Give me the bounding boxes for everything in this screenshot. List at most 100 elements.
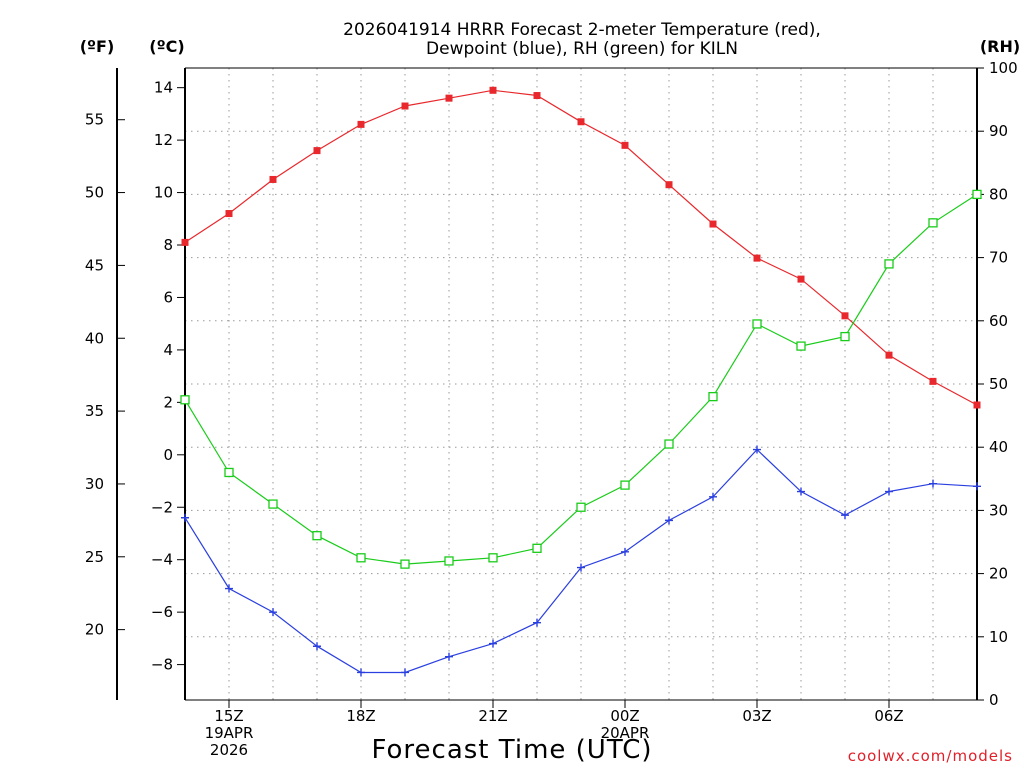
temperature-point (181, 238, 189, 246)
x-tick-label: 18Z (346, 707, 375, 725)
rh-unit-label: (RH) (980, 37, 1020, 56)
fahrenheit-tick-label: 50 (85, 184, 104, 202)
fahrenheit-tick-label: 20 (85, 621, 104, 639)
x-tick-label: 15Z (214, 707, 243, 725)
rh-point (356, 553, 366, 563)
series-temperature (181, 86, 981, 409)
celsius-tick-label: 4 (163, 341, 173, 359)
temperature-point (313, 147, 321, 155)
dewpoint-point (401, 668, 409, 677)
fahrenheit-tick-label: 35 (85, 402, 104, 420)
fahrenheit-tick-label: 40 (85, 329, 104, 347)
temperature-point (357, 120, 365, 128)
rh-tick-label: 60 (989, 312, 1008, 330)
dewpoint-point (665, 516, 673, 525)
temperature-point (973, 401, 981, 409)
fahrenheit-tick-label: 55 (85, 111, 104, 129)
rh-tick-label: 0 (989, 691, 999, 709)
rh-tick-label: 80 (989, 185, 1008, 203)
celsius-unit-label: (ºC) (149, 37, 184, 56)
series-dewpoint (181, 445, 981, 677)
x-tick-label: 03Z (742, 707, 771, 725)
fahrenheit-tick-label: 25 (85, 548, 104, 566)
celsius-tick-label: −4 (151, 551, 173, 569)
rh-point (488, 553, 498, 563)
x-tick-label: 20APR (601, 724, 650, 742)
temperature-point (445, 94, 453, 102)
temperature-point (929, 377, 937, 385)
celsius-tick-label: 10 (154, 184, 173, 202)
dewpoint-point (753, 445, 761, 454)
rh-point (928, 218, 938, 228)
data-series (180, 86, 982, 677)
chart-title-line1: 2026041914 HRRR Forecast 2-meter Tempera… (343, 20, 821, 40)
temperature-point (577, 118, 585, 126)
rh-point (532, 543, 542, 553)
celsius-tick-label: 12 (154, 131, 173, 149)
credit-text: coolwx.com/models (848, 747, 1013, 765)
temperature-point (401, 102, 409, 110)
rh-point (576, 502, 586, 512)
rh-point (620, 480, 630, 490)
dewpoint-point (357, 668, 365, 677)
celsius-tick-label: −2 (151, 498, 173, 516)
temperature-point (533, 92, 541, 100)
rh-point (884, 259, 894, 269)
rh-tick-label: 40 (989, 438, 1008, 456)
fahrenheit-tick-label: 45 (85, 256, 104, 274)
dewpoint-point (621, 547, 629, 556)
celsius-tick-label: 2 (163, 393, 173, 411)
dewpoint-point (797, 487, 805, 496)
celsius-tick-label: 0 (163, 446, 173, 464)
x-tick-label: 19APR (205, 724, 254, 742)
dewpoint-point (181, 513, 189, 522)
dewpoint-point (313, 642, 321, 651)
fahrenheit-tick-label: 30 (85, 475, 104, 493)
x-tick-label: 21Z (478, 707, 507, 725)
temperature-point (885, 351, 893, 359)
rh-tick-label: 20 (989, 565, 1008, 583)
x-tick-label: 2026 (210, 741, 248, 759)
dewpoint-point (841, 511, 849, 520)
temperature-point (225, 210, 233, 218)
chart-title-line2: Dewpoint (blue), RH (green) for KILN (426, 39, 738, 59)
x-tick-label: 06Z (874, 707, 903, 725)
dewpoint-point (709, 492, 717, 501)
rh-point (796, 341, 806, 351)
rh-tick-label: 50 (989, 375, 1008, 393)
series-rh (180, 189, 982, 569)
rh-point (224, 467, 234, 478)
celsius-tick-label: −8 (151, 656, 173, 674)
dewpoint-point (929, 479, 937, 488)
temperature-point (621, 141, 629, 149)
x-tick-label: 00Z (610, 707, 639, 725)
temperature-point (665, 181, 673, 189)
rh-tick-label: 30 (989, 501, 1008, 519)
rh-tick-label: 100 (989, 59, 1018, 77)
temperature-point (489, 86, 497, 94)
temperature-point (269, 175, 277, 183)
celsius-tick-label: −6 (151, 603, 173, 621)
rh-point (180, 395, 190, 405)
dewpoint-point (885, 487, 893, 496)
x-axis-label: Forecast Time (UTC) (371, 735, 652, 765)
celsius-tick-label: 8 (163, 236, 173, 254)
rh-point (268, 499, 278, 509)
rh-tick-label: 90 (989, 122, 1008, 140)
rh-point (444, 556, 454, 566)
temperature-point (753, 254, 761, 262)
dewpoint-point (973, 482, 981, 491)
temperature-point (841, 312, 849, 320)
rh-tick-label: 70 (989, 249, 1008, 267)
celsius-tick-label: 14 (154, 79, 173, 97)
tick-labels: 14121086420−2−4−6−8555045403530252010090… (85, 59, 1018, 759)
rh-point (708, 391, 718, 402)
rh-point (972, 189, 982, 200)
gridlines (184, 67, 978, 701)
dewpoint-point (489, 639, 497, 648)
rh-tick-label: 10 (989, 628, 1008, 646)
dewpoint-point (445, 652, 453, 661)
rh-point (312, 531, 322, 541)
dewpoint-point (225, 584, 233, 593)
